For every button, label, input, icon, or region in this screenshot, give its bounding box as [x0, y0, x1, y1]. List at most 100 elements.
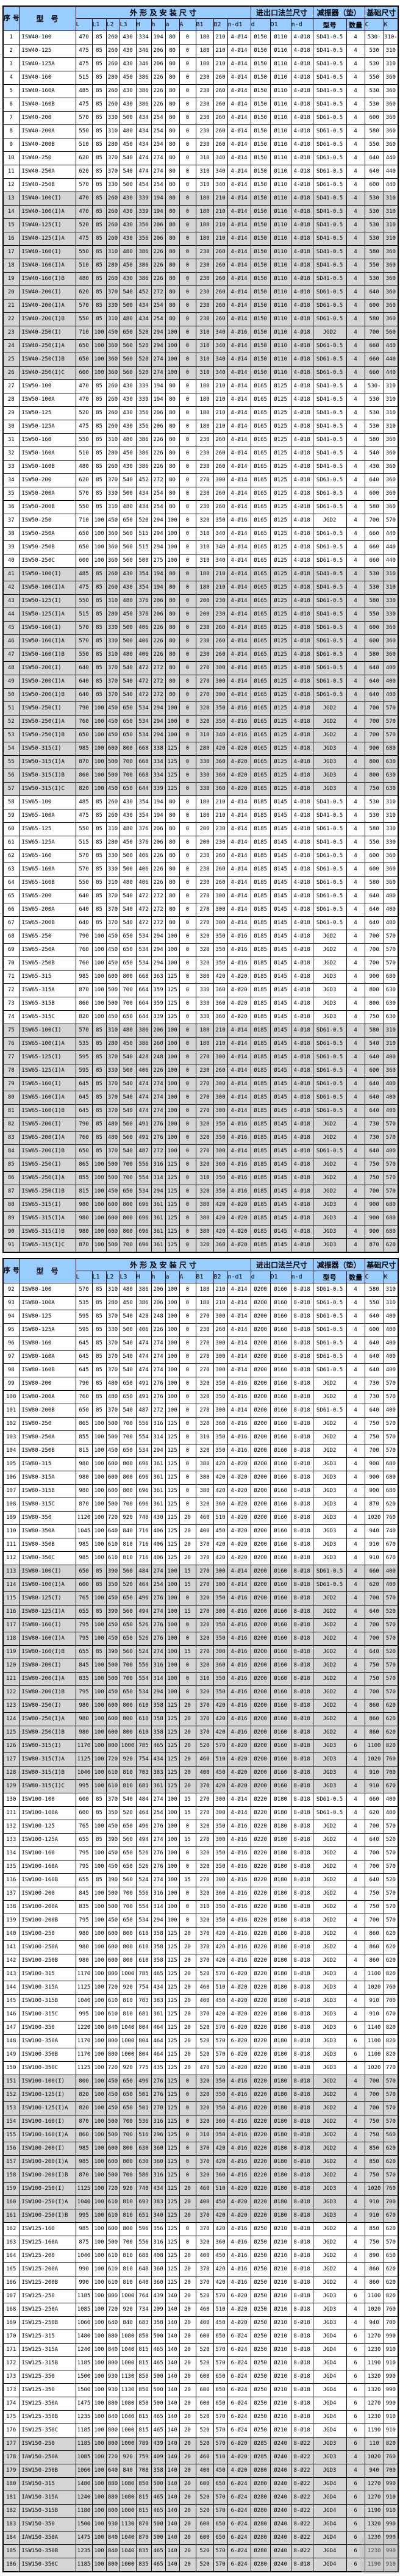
cell-A: 15: [179, 1645, 196, 1659]
cell-d: Ø220: [250, 1954, 271, 1968]
cell-seq: 118: [2, 1632, 20, 1646]
cell-d: Ø185: [250, 836, 271, 850]
cell-h: 254: [151, 138, 166, 152]
cell-L1: 85: [91, 299, 107, 313]
cell-model: ISW80-125(I): [18, 1591, 76, 1606]
cell-L2: 260: [105, 218, 120, 232]
cell-L2: 610: [105, 1551, 120, 1565]
cell-C: 730: [364, 1377, 384, 1391]
cell-B1: 230: [195, 312, 214, 326]
table-row: 169 ISW125-250B 1060 100 640 840 683 358 140 20 40…: [2, 2316, 399, 2330]
cell-B1: 320: [195, 1914, 214, 1928]
cell-L1: 100: [91, 2142, 107, 2156]
cell-d: Ø165: [250, 715, 271, 729]
cell-L2: 800: [105, 2034, 120, 2048]
cell-a: 80: [165, 876, 180, 890]
cell-a: 140: [165, 2410, 180, 2424]
cell-B1: 310: [195, 1672, 214, 1686]
cell-h: 406: [151, 1524, 166, 1538]
table-row: 180 ISW150-315 1480 100 880 1080 850 500 140 20 60…: [2, 2477, 399, 2491]
cell-L: 550: [75, 245, 93, 259]
cell-h: 194: [151, 795, 166, 809]
cell-L2: 450: [105, 2088, 120, 2102]
table-row: 152 ISW100-125(I) 820 100 450 650 501 276 125 0 32…: [2, 2088, 399, 2102]
cell-h: 358: [151, 1954, 166, 1968]
cell-H: 452: [135, 285, 152, 300]
cell-B1: 180: [195, 795, 214, 809]
cell-L3: 700: [119, 997, 137, 1011]
cell-L3: 430: [119, 393, 137, 407]
cell-A: 0: [179, 192, 196, 206]
cell-B1: 460: [195, 1511, 214, 1525]
cell-a: 140: [165, 2477, 180, 2491]
cell-L: 650: [75, 1565, 93, 1579]
cell-D1: Ø180: [270, 2209, 291, 2223]
cell-damper-qty: 4: [346, 2249, 365, 2263]
cell-D1: Ø180: [270, 1994, 291, 2008]
cell-seq: 160: [2, 2195, 20, 2209]
cell-C: 640: [364, 903, 384, 917]
table-row: 89 ISW65-315(I)A 980 100 600 800 696 361 125 0 380…: [2, 1211, 399, 1225]
cell-n-d: 4-Ø18: [290, 447, 313, 461]
cell-B2: 350: [213, 930, 228, 944]
cell-K: 570: [383, 1171, 399, 1185]
cell-L: 980: [75, 1940, 93, 1954]
cell-n-d1: 4-Ø14: [227, 245, 251, 259]
cell-n-d: 8-Ø18: [290, 2330, 313, 2344]
cell-d: Ø165: [250, 782, 271, 796]
cell-a: 140: [165, 2464, 180, 2478]
cell-a: 125: [165, 2222, 180, 2236]
cell-B1: 370: [195, 1940, 214, 1954]
cell-L1: 85: [91, 178, 107, 192]
cell-L1: 100: [91, 2075, 107, 2089]
cell-a: 125: [165, 1779, 180, 1793]
cell-D1: Ø125: [270, 621, 291, 635]
cell-A: 0: [179, 1820, 196, 1834]
cell-damper-qty: 4: [346, 393, 365, 407]
cell-n-d1: 4-Ø20: [227, 1238, 251, 1253]
cell-A: 0: [179, 608, 196, 622]
cell-B2: 420: [213, 1726, 228, 1740]
cell-K: 570: [383, 1430, 399, 1444]
cell-L: 1040: [75, 1766, 93, 1780]
cell-K: 620: [383, 1927, 399, 1941]
cell-seq: 184: [2, 2531, 20, 2545]
cell-d: Ø220: [250, 2021, 271, 2035]
cell-C: 640: [364, 1050, 384, 1064]
table-row: 160 ISW100-250(I)A 1040 100 610 810 693 383 125 2…: [2, 2195, 399, 2209]
cell-H: 434: [135, 111, 152, 125]
cell-damper-qty: 4: [346, 1766, 365, 1780]
cell-L1: 100: [91, 1618, 107, 1632]
cell-H: 630: [135, 2155, 152, 2169]
cell-D1: Ø145: [270, 822, 291, 836]
cell-h: 294: [151, 1914, 166, 1928]
cell-L3: 1080: [119, 2397, 137, 2411]
cell-damper-model: SD61-0.5: [312, 1050, 347, 1064]
cell-D1: Ø180: [270, 2075, 291, 2089]
table-row: 115 ISW80-125(I) 765 100 450 650 496 276 100 0 320…: [2, 1591, 399, 1606]
cell-a: 100: [165, 1296, 180, 1310]
cell-a: 125: [165, 1551, 180, 1565]
cell-h: 361: [151, 1198, 166, 1212]
cell-h: 226: [151, 245, 166, 259]
cell-d: Ø185: [250, 1091, 271, 1105]
cell-model: ISW65-100(I)A: [18, 1037, 76, 1051]
cell-n-d: 4-Ø18: [290, 567, 313, 581]
cell-D1: Ø125: [270, 634, 291, 648]
cell-h: 226: [151, 648, 166, 662]
cell-h: 209: [151, 2303, 166, 2317]
cell-damper-qty: 4: [346, 1024, 365, 1038]
cell-B1: 230: [195, 285, 214, 300]
cell-n-d1: 4-Ø14: [227, 581, 251, 595]
cell-damper-qty: 4: [346, 876, 365, 890]
cell-d: Ø200: [250, 1444, 271, 1458]
cell-D1: Ø110: [270, 232, 291, 246]
cell-model: ISW80-160(I)A: [18, 1632, 76, 1646]
cell-L2: 610: [105, 2262, 120, 2276]
cell-C: 1020: [364, 1511, 384, 1525]
cell-B2: 570: [213, 2048, 228, 2062]
cell-K: 400: [383, 1336, 399, 1351]
cell-n-d1: 6-Ø24: [227, 2531, 251, 2545]
cell-damper-model: SD41-0.5: [312, 567, 347, 581]
cell-a: 100: [165, 1632, 180, 1646]
